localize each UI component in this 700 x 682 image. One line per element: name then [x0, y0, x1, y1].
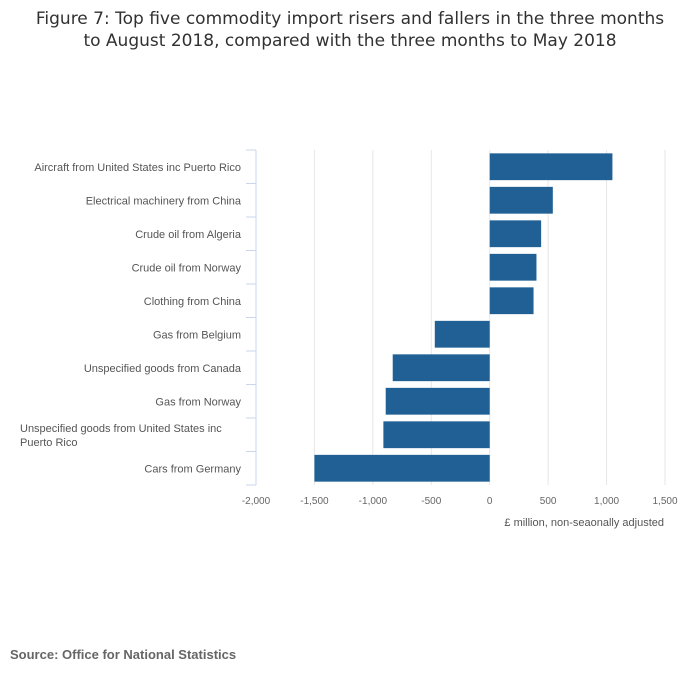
- bar-9: [383, 421, 490, 449]
- bar-1: [489, 153, 613, 181]
- x-tick-label: 1,000: [594, 496, 619, 507]
- bar-4: [489, 253, 537, 281]
- category-label: Aircraft from United States inc Puerto R…: [34, 162, 241, 174]
- bar-3: [489, 220, 542, 248]
- x-tick-label: -1,500: [300, 496, 329, 507]
- bar-6: [434, 320, 490, 348]
- x-tick-labels: -2,000 -1,500 -1,000 -500 0 500 1,000 1,500: [242, 496, 678, 507]
- category-label: Cars from Germany: [144, 463, 241, 475]
- x-tick-label: -1,000: [359, 496, 388, 507]
- category-label: Crude oil from Norway: [132, 262, 242, 274]
- chart-title: Figure 7: Top five commodity import rise…: [0, 8, 700, 52]
- category-label: Unspecified goods from United States inc…: [20, 423, 222, 449]
- bar-8: [385, 387, 490, 415]
- category-label: Electrical machinery from China: [86, 195, 242, 207]
- chart-title-line-1: Figure 7: Top five commodity import rise…: [35, 9, 665, 29]
- x-tick-label: -2,000: [242, 496, 271, 507]
- category-label: Crude oil from Algeria: [135, 229, 242, 241]
- bar-10: [314, 454, 490, 482]
- category-label: Unspecified goods from Canada: [84, 363, 242, 375]
- bar-5: [489, 287, 534, 315]
- category-labels: Aircraft from United States inc Puerto R…: [20, 162, 242, 476]
- category-axis: [246, 149, 257, 486]
- x-tick-label: -500: [421, 496, 441, 507]
- bars: [314, 153, 613, 482]
- x-axis-title: £ million, non-seaonally adjusted: [504, 517, 664, 529]
- bar-7: [392, 354, 490, 382]
- x-tick-label: 0: [487, 496, 493, 507]
- x-tick-label: 500: [540, 496, 557, 507]
- category-label: Gas from Norway: [155, 396, 241, 408]
- chart-title-line-2: to August 2018, compared with the three …: [83, 31, 617, 51]
- source-note: Source: Office for National Statistics: [10, 647, 237, 662]
- category-label: Gas from Belgium: [153, 329, 241, 341]
- x-tick-label: 1,500: [652, 496, 677, 507]
- bar-2: [489, 186, 553, 214]
- category-label: Clothing from China: [144, 296, 242, 308]
